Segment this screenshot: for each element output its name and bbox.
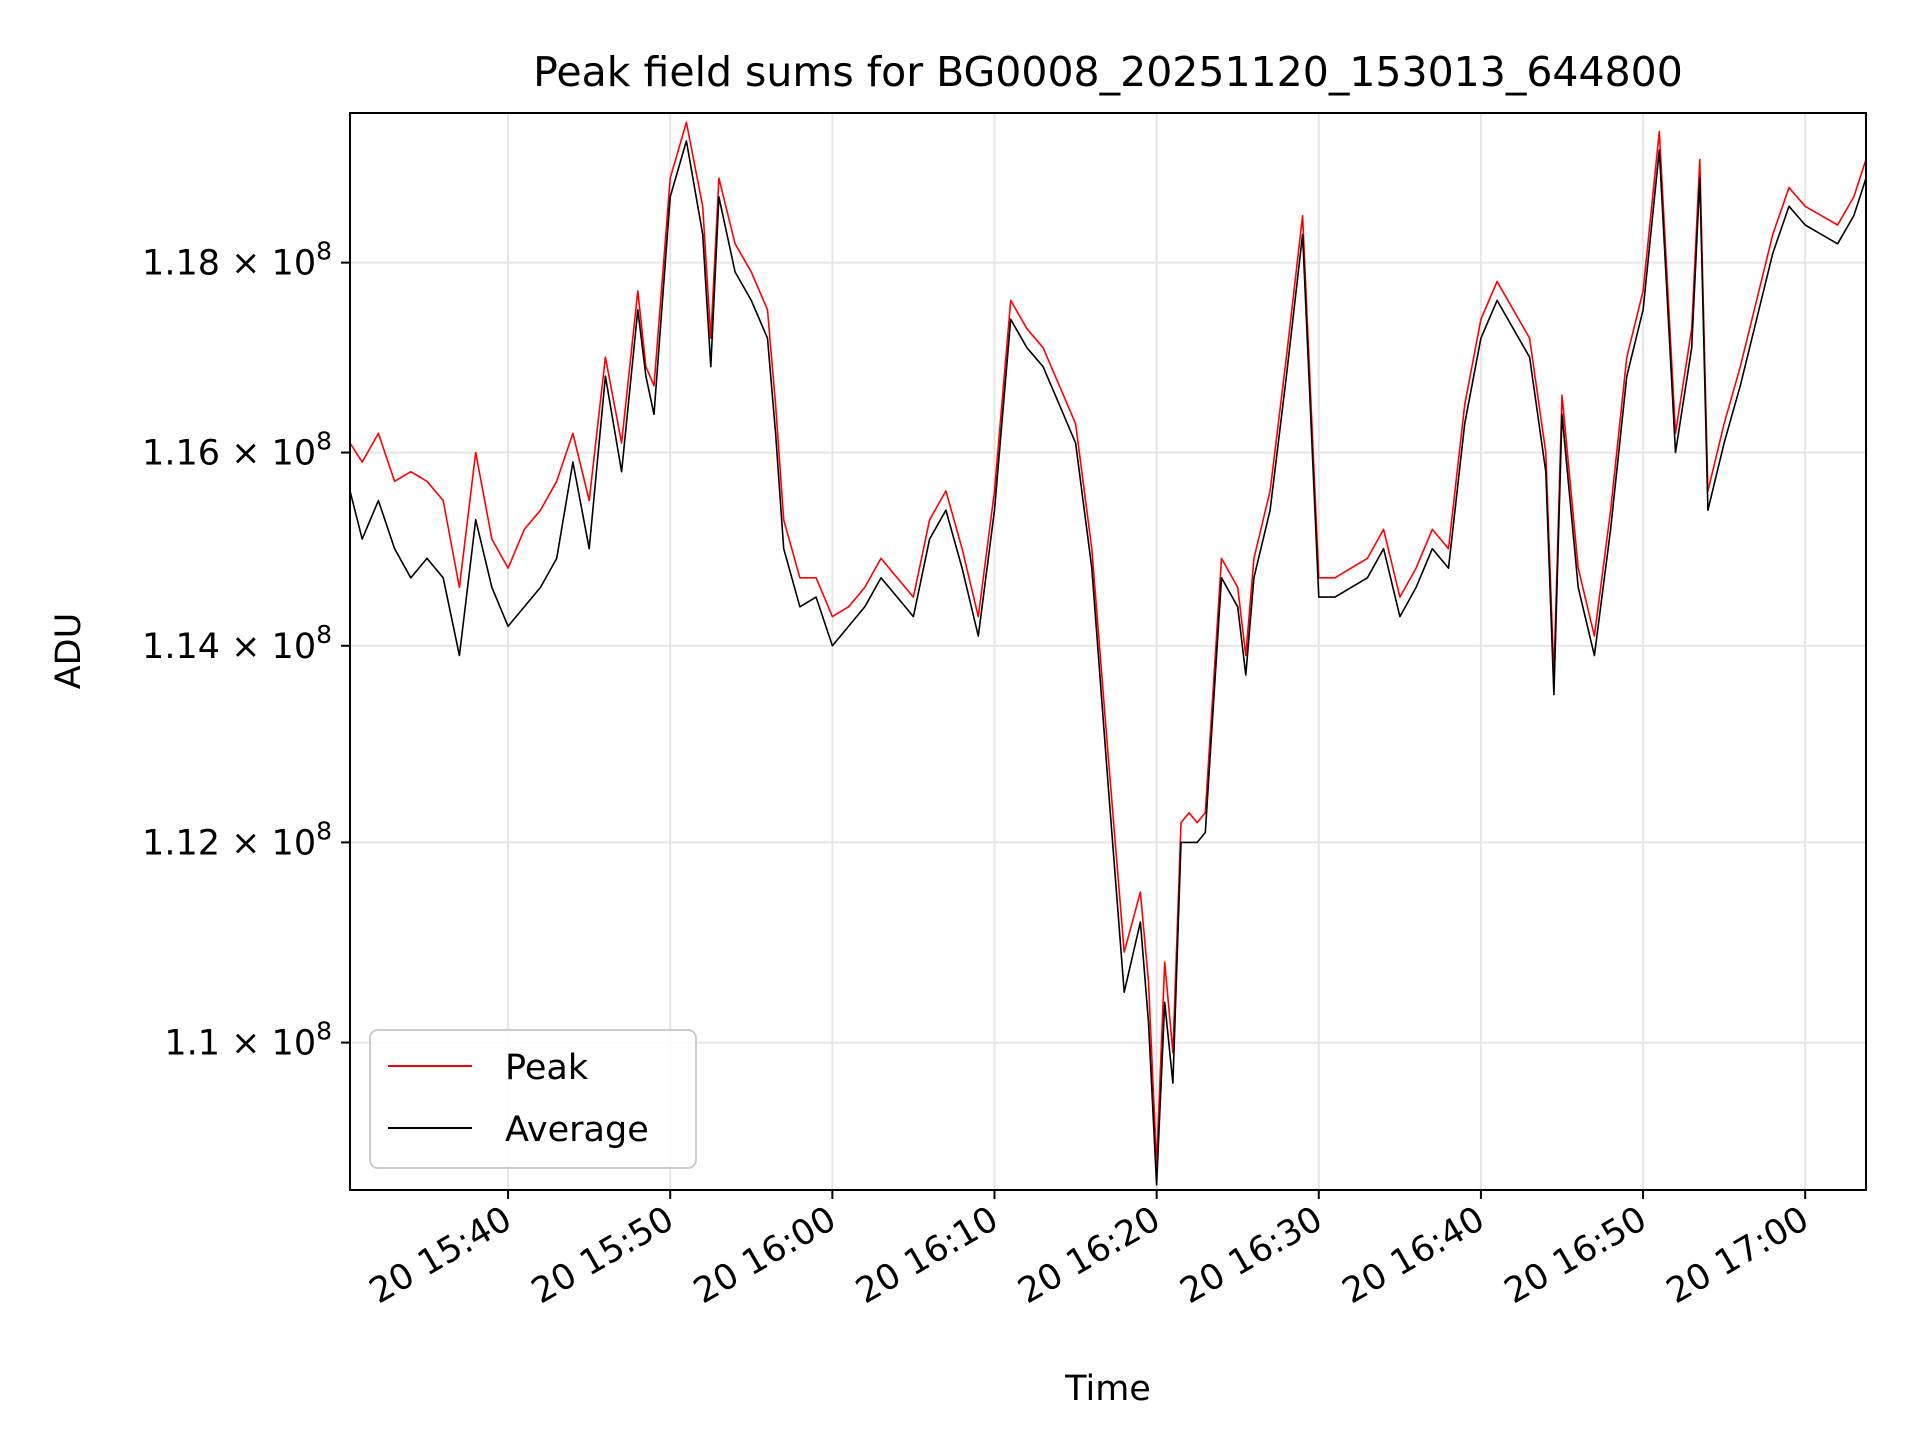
y-axis-label: ADU [49, 613, 89, 690]
plot-frame [349, 112, 1867, 1191]
y-tick-label: 1.16 × 108 [142, 427, 332, 474]
y-tick-label: 1.1 × 108 [164, 1017, 332, 1064]
series-lines [349, 121, 1867, 1186]
legend-label-peak: Peak [505, 1048, 589, 1088]
legend: Peak Average [369, 1029, 697, 1169]
y-tick-label: 1.18 × 108 [142, 237, 332, 284]
y-tick-label: 1.14 × 108 [142, 620, 332, 667]
y-tick-label: 1.12 × 108 [142, 816, 332, 863]
series-line-peak [349, 121, 1867, 1166]
x-axis-label: Time [1064, 1369, 1151, 1409]
series-line-average [349, 140, 1867, 1186]
legend-box [369, 1029, 697, 1169]
legend-label-average: Average [505, 1110, 649, 1150]
chart-title: Peak field sums for BG0008_20251120_1530… [533, 48, 1683, 96]
